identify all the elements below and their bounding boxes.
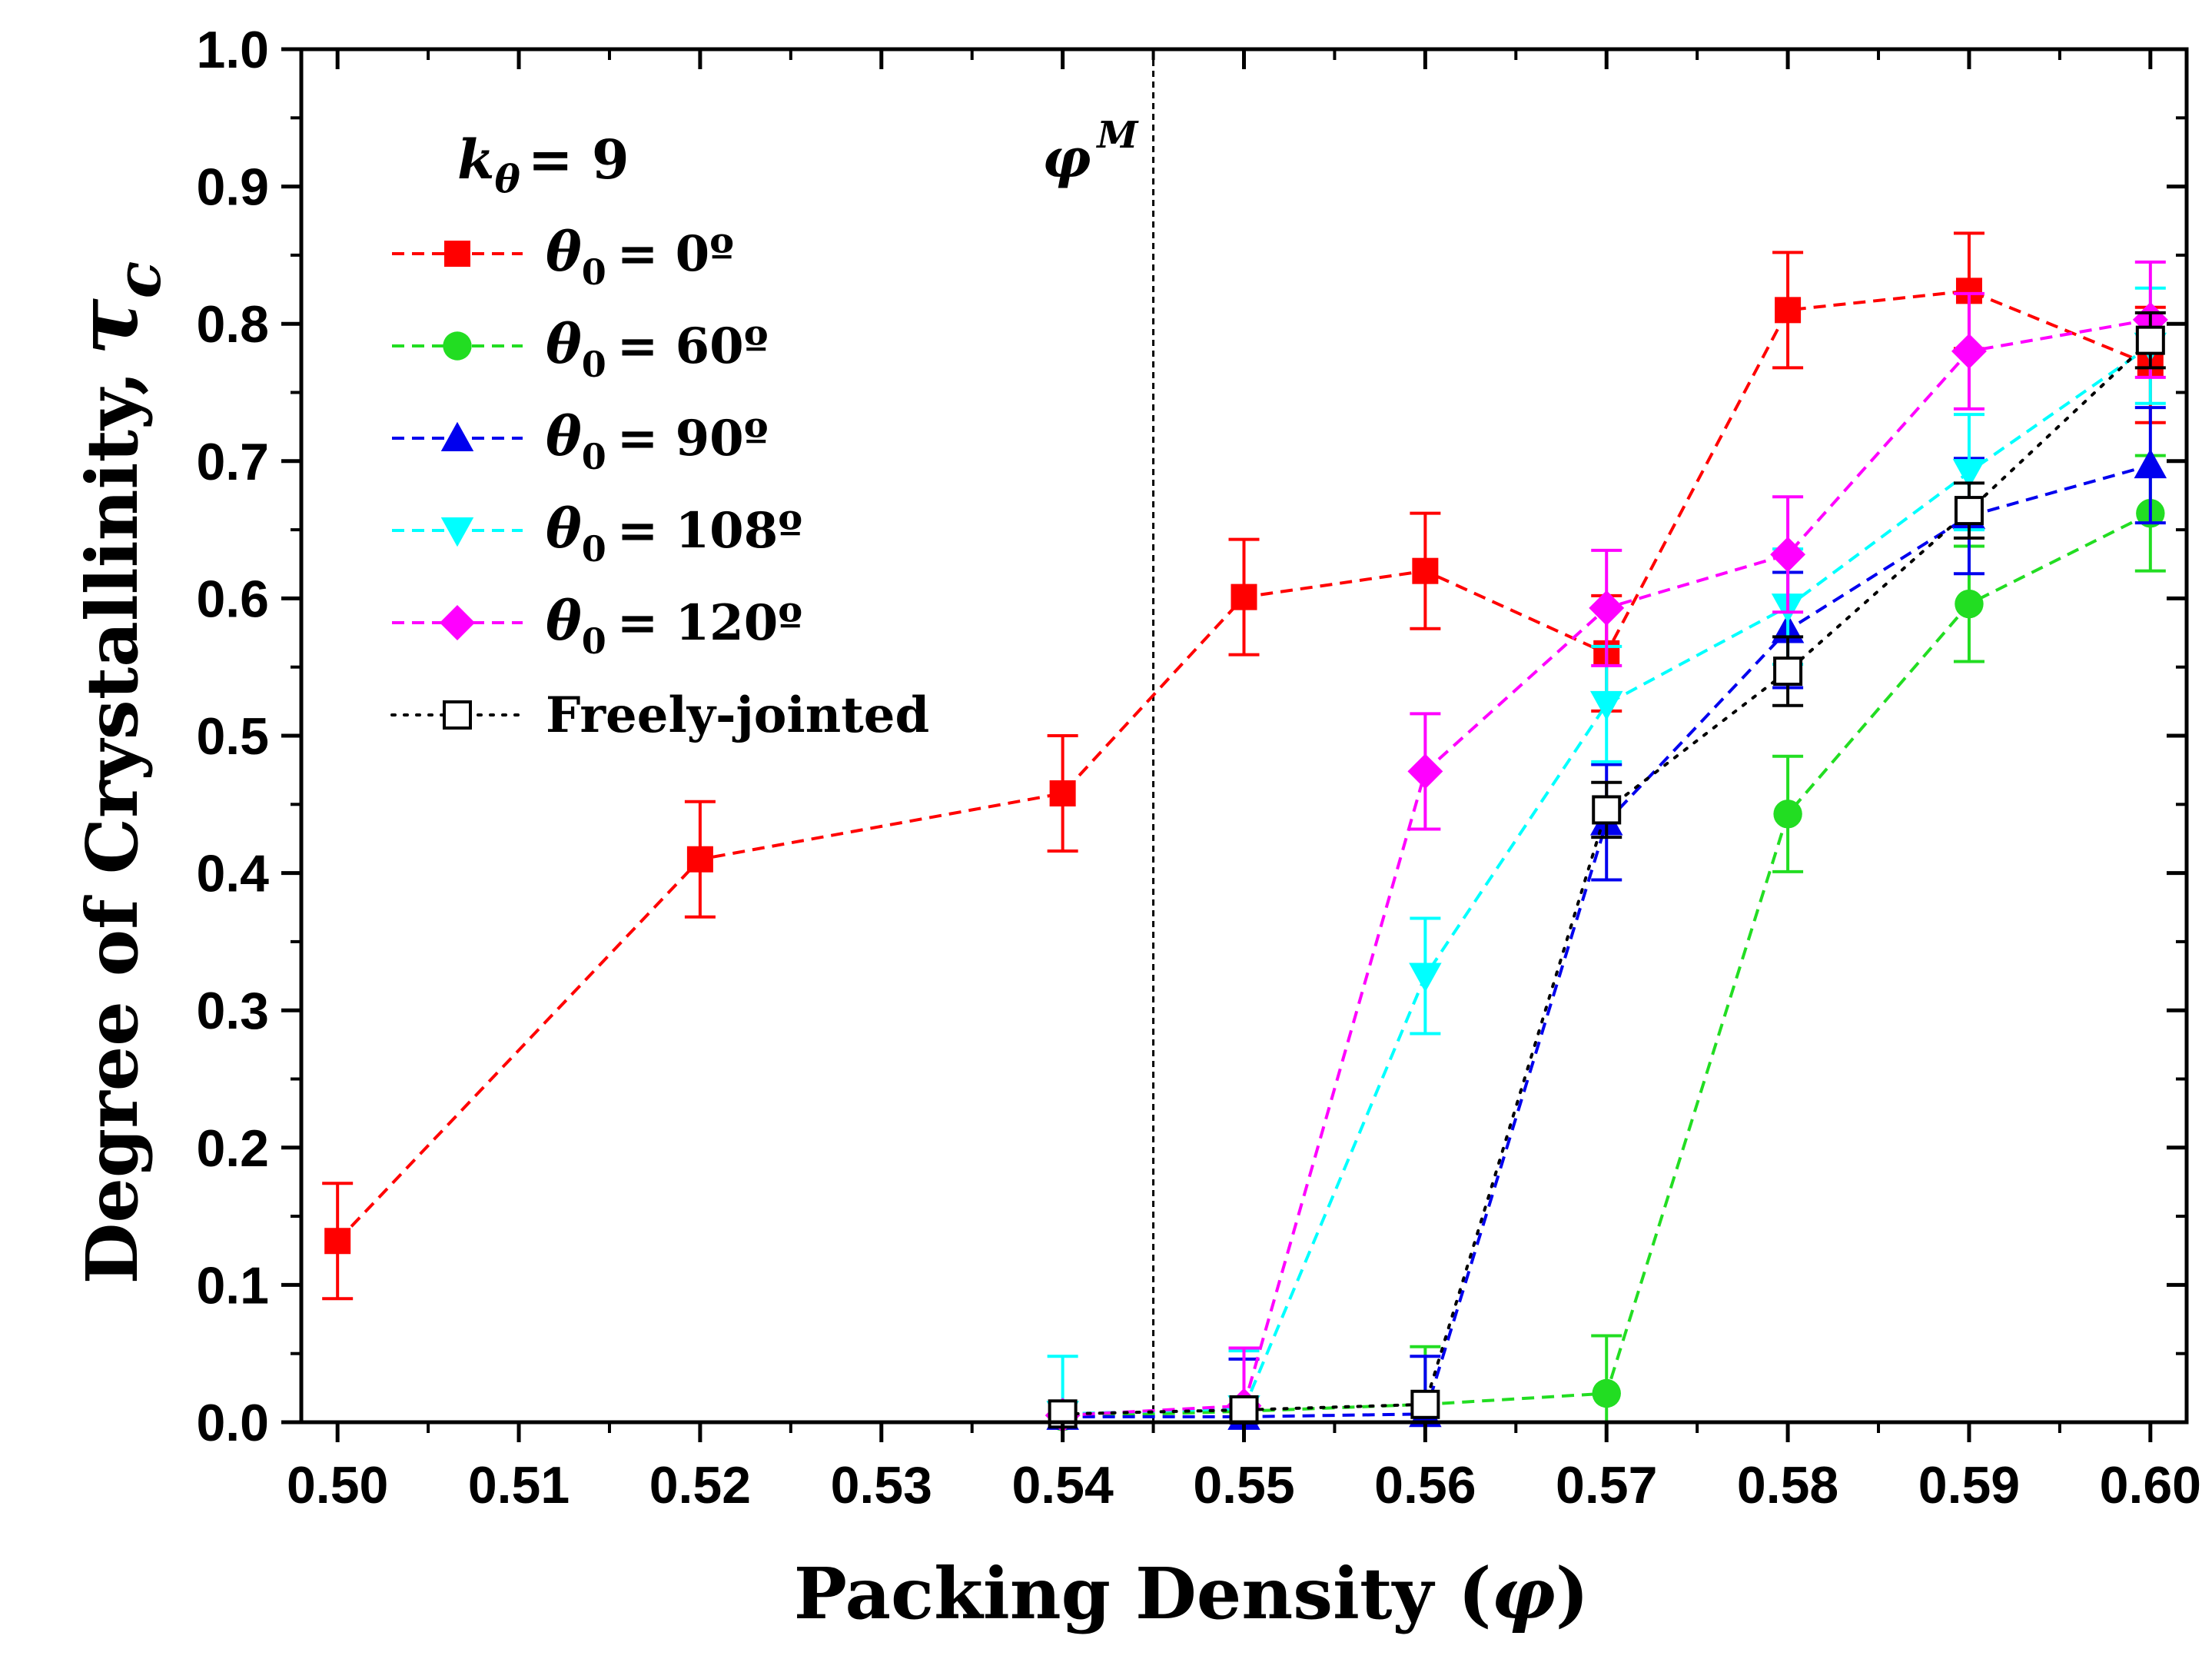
marker-open-square xyxy=(1229,1395,1259,1425)
x-tick-label: 0.53 xyxy=(831,1456,932,1514)
x-tick-label: 0.56 xyxy=(1374,1456,1476,1514)
marker-diamond xyxy=(1407,753,1443,790)
marker-open-square xyxy=(1592,795,1622,825)
x-tick-label: 0.55 xyxy=(1193,1456,1294,1514)
series-0 xyxy=(322,231,2166,1301)
legend-entry-3: θ0 = 108º xyxy=(392,497,802,570)
marker-square xyxy=(444,241,470,267)
series-4 xyxy=(1045,260,2168,1434)
legend-label: θ0 = 0º xyxy=(546,220,734,293)
y-tick-label: 0.8 xyxy=(196,295,269,354)
marker-triangle-down xyxy=(440,517,474,547)
x-tick-label: 0.50 xyxy=(287,1456,388,1514)
marker-diamond xyxy=(1770,537,1806,573)
legend-entry-2: θ0 = 90º xyxy=(392,404,769,477)
marker-square xyxy=(1412,557,1439,584)
legend-label: θ0 = 120º xyxy=(546,589,802,662)
legend-title: kθ = 9 xyxy=(457,128,629,201)
y-tick-label: 0.4 xyxy=(196,845,269,903)
marker-triangle-down xyxy=(1409,963,1442,992)
marker-diamond xyxy=(440,605,475,640)
marker-triangle-down xyxy=(1952,459,1986,489)
x-tick-label: 0.58 xyxy=(1737,1456,1838,1514)
y-tick-label: 0.6 xyxy=(196,570,269,628)
legend-entry-5: Freely-jointed xyxy=(390,687,929,744)
marker-square xyxy=(1049,780,1076,807)
x-axis-title: Packing Density (φ) xyxy=(794,1552,1589,1635)
x-tick-label: 0.60 xyxy=(2100,1456,2201,1514)
axes: 0.50 0.51 0.52 0.53 0.54 0.55 0.56 0.57 0.58 0.59… xyxy=(196,21,2201,1514)
legend-entry-1: θ0 = 60º xyxy=(392,312,769,385)
marker-circle xyxy=(443,331,472,361)
marker-square xyxy=(1775,297,1802,324)
x-tick-label: 0.59 xyxy=(1918,1456,2020,1514)
x-tick-label: 0.52 xyxy=(649,1456,751,1514)
marker-square xyxy=(1231,583,1257,610)
marker-circle xyxy=(1592,1378,1621,1408)
y-axis-title: Degree of Crystallinity,τc xyxy=(58,261,174,1285)
y-tick-label: 1.0 xyxy=(196,21,269,79)
marker-open-square xyxy=(1773,657,1803,687)
legend-entry-0: θ0 = 0º xyxy=(392,220,734,293)
marker-diamond xyxy=(1589,590,1625,626)
marker-open-square xyxy=(443,700,472,730)
legend-label: θ0 = 108º xyxy=(546,497,802,570)
marker-square xyxy=(324,1228,351,1255)
legend-label: θ0 = 90º xyxy=(546,404,769,477)
legend-entry-4: θ0 = 120º xyxy=(392,589,802,662)
marker-triangle-up xyxy=(2134,448,2167,479)
x-tick-label: 0.57 xyxy=(1556,1456,1657,1514)
x-tick-label: 0.54 xyxy=(1011,1456,1114,1514)
y-tick-label: 0.5 xyxy=(196,707,269,766)
marker-diamond xyxy=(1951,333,1987,369)
y-tick-label: 0.3 xyxy=(196,982,269,1040)
y-tick-label: 0.1 xyxy=(196,1256,269,1315)
series-line xyxy=(336,289,2151,1242)
marker-open-square xyxy=(1954,496,1984,526)
x-tick-label: 0.51 xyxy=(468,1456,570,1514)
y-tick-label: 0.7 xyxy=(196,433,269,491)
marker-open-square xyxy=(2135,325,2165,355)
marker-square xyxy=(686,846,713,873)
marker-circle xyxy=(1955,589,1984,619)
marker-circle xyxy=(1773,800,1802,829)
marker-triangle-down xyxy=(1589,690,1623,721)
marker-open-square xyxy=(1410,1389,1440,1419)
y-tick-label: 0.0 xyxy=(196,1394,269,1452)
y-tick-label: 0.2 xyxy=(196,1119,269,1178)
y-tick-label: 0.9 xyxy=(196,158,269,217)
legend: kθ = 9 θ0 = 0º θ0 = 60º θ0 = 90º θ0 = 108º θ0 = 120… xyxy=(390,128,929,744)
marker-triangle-up xyxy=(440,421,474,451)
legend-label: θ0 = 60º xyxy=(546,312,769,385)
legend-label: Freely-jointed xyxy=(546,687,929,744)
series-layer xyxy=(322,231,2168,1434)
